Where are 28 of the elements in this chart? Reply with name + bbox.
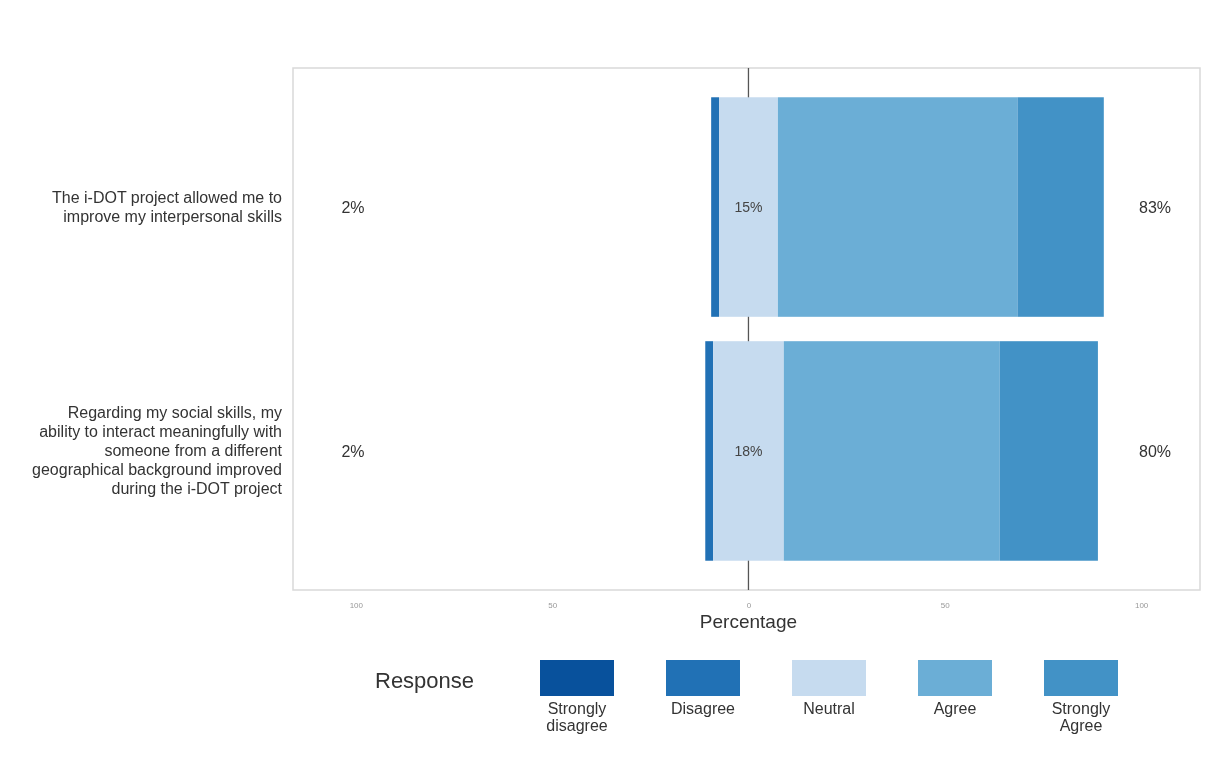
data-label: 15% [734,199,763,216]
legend-label: Disagree [670,700,736,717]
bar [719,97,778,317]
legend-label: Strongly disagree [546,700,608,734]
legend-title: Response [375,668,475,693]
annotation: 80% [1138,442,1172,460]
data-label: 18% [734,442,763,459]
x-tick-label: 50 [548,600,558,610]
annotation: 83% [1138,199,1172,217]
legend-label: Neutral [803,700,855,717]
y-tick-label: Regarding my social skills, my ability to interact meaningfully with someone from a different geographical background improved during the i-DOT project [32,403,283,497]
bar [705,341,714,561]
bar [777,97,1018,317]
x-axis-title: Percentage [699,611,798,632]
legend-label: Strongly Agree [1051,700,1111,734]
bar [1017,97,1104,317]
annotation: 2% [341,442,365,460]
y-tick-label: The i-DOT project allowed me to improve my interpersonal skills [51,188,283,225]
bar [999,341,1098,561]
legend-label: Agree [933,700,977,717]
x-tick-label: 50 [940,600,951,610]
bar [711,97,720,317]
bar [783,341,1000,561]
annotation: 2% [341,199,365,217]
bar [713,341,784,561]
x-tick-label: 100 [1134,600,1149,610]
x-tick-label: 100 [349,600,364,610]
x-tick-label: 0 [746,600,752,610]
